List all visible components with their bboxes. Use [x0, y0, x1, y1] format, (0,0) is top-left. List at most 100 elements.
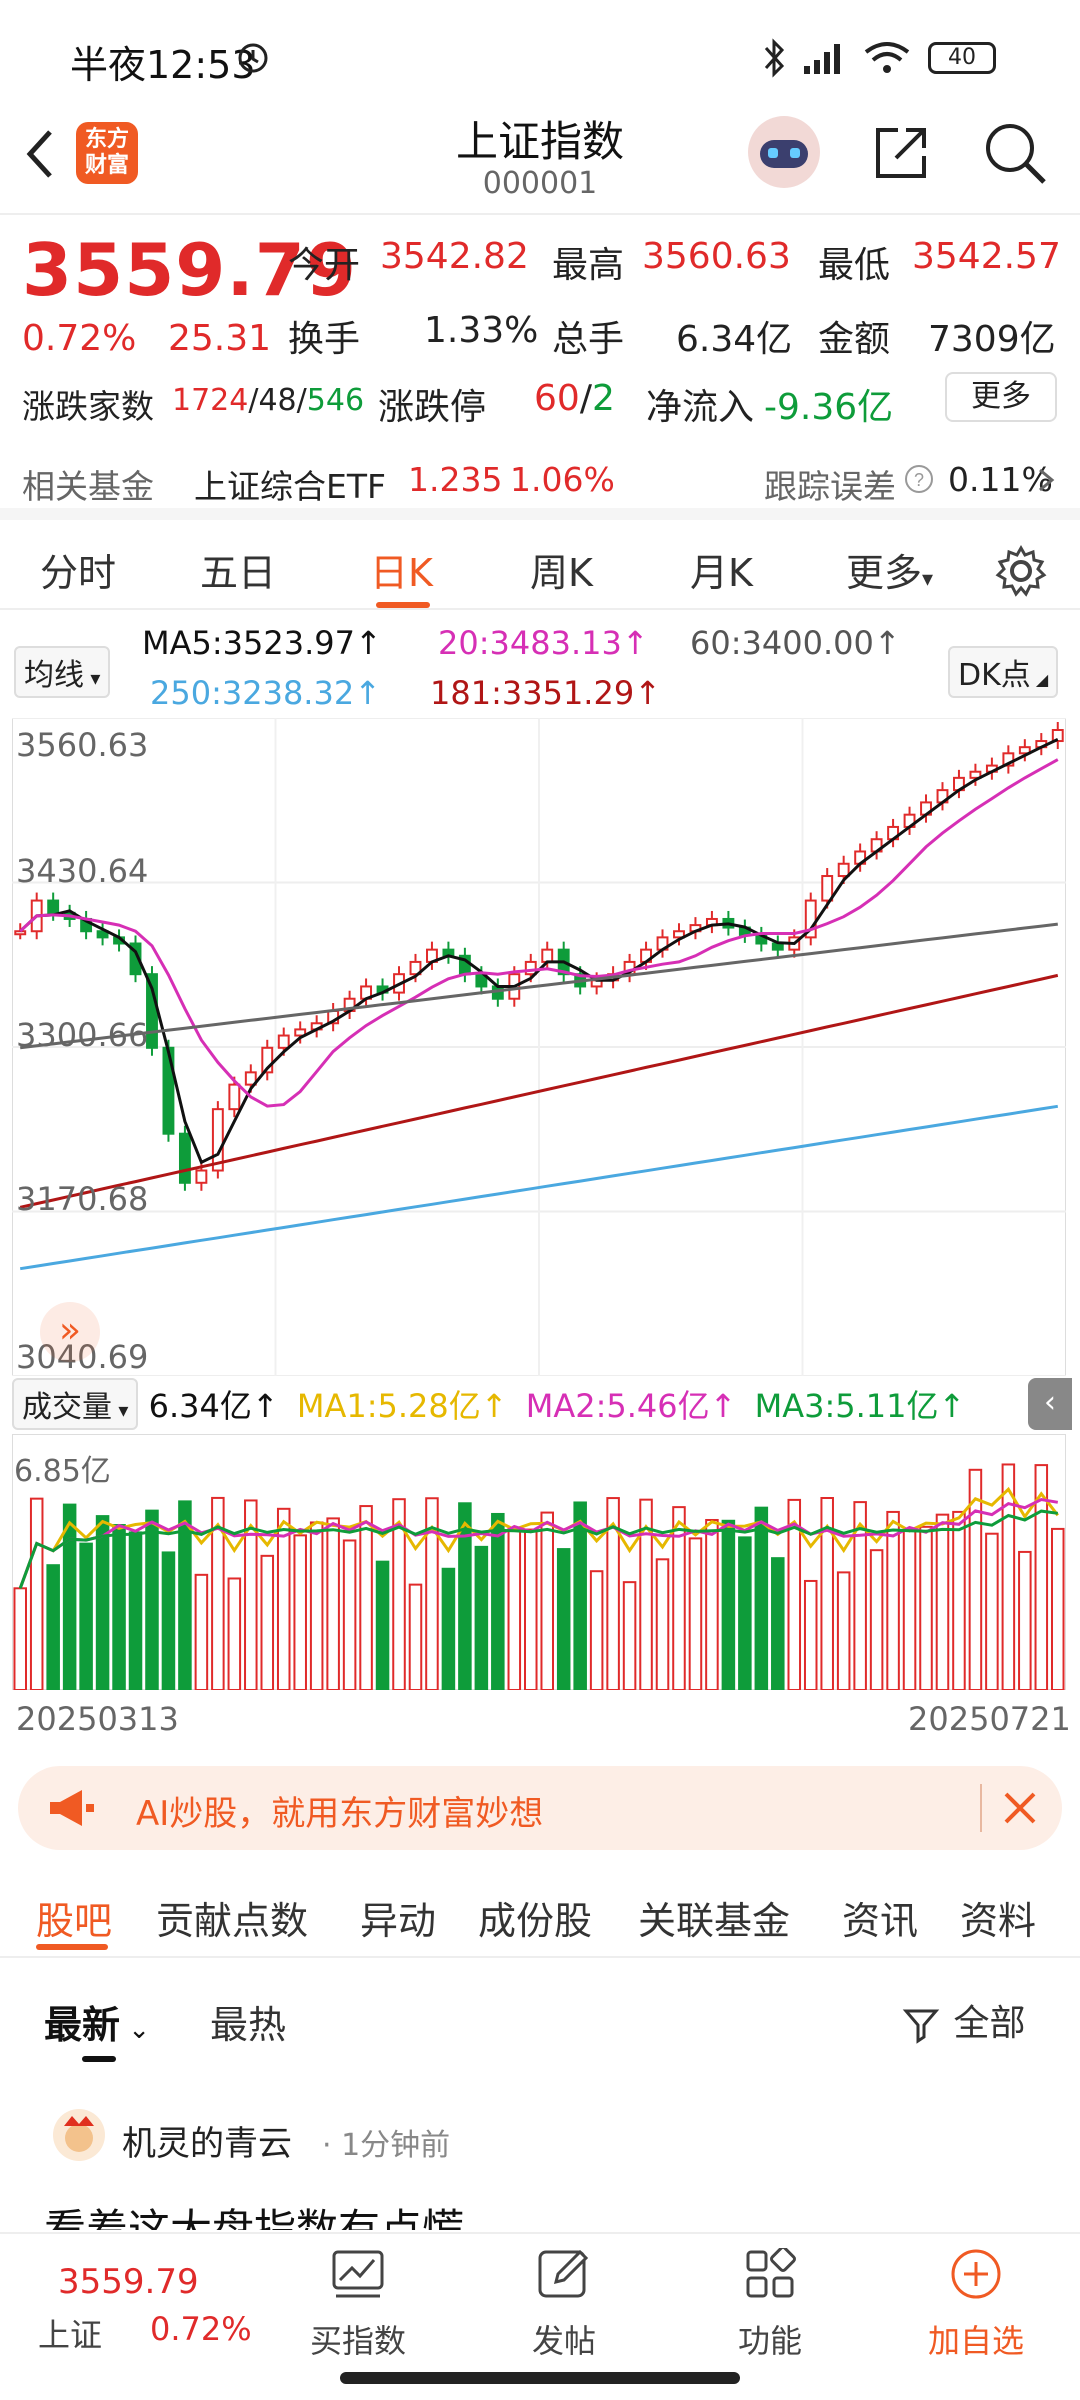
- ma250-value: 250:3238.32↑: [150, 674, 381, 712]
- share-icon[interactable]: [870, 122, 932, 184]
- volume-selector-label: 成交量: [22, 1390, 112, 1425]
- tab-contribution[interactable]: 贡献点数: [156, 1899, 309, 1943]
- status-bar: 半夜12:53 40: [0, 0, 1080, 110]
- volume-chart[interactable]: [12, 1434, 1066, 1690]
- expand-arrow-icon[interactable]: »: [40, 1302, 100, 1362]
- post-text[interactable]: 看着这大盘指数有点慌: [44, 2205, 465, 2230]
- volume-bar: [474, 1545, 489, 1690]
- end-date: 20250721: [908, 1700, 1071, 1738]
- turnover-value: 1.33%: [424, 310, 539, 351]
- volume-bar: [787, 1498, 802, 1690]
- y-tick-4: 3170.68: [16, 1180, 149, 1218]
- tab-five-day[interactable]: 五日: [200, 551, 277, 595]
- filter-all[interactable]: 全部: [902, 1994, 1025, 2046]
- volume-now-text: 6.34亿: [148, 1387, 252, 1425]
- volume-ma1-line: [18, 1486, 1059, 1589]
- volume-label: 总手: [552, 319, 625, 360]
- tab-news[interactable]: 资讯: [842, 1899, 919, 1943]
- open-label: 今开: [288, 245, 361, 286]
- post-button[interactable]: 发帖: [494, 2248, 634, 2360]
- candle-body: [178, 1132, 191, 1184]
- volume-legend: 成交量 ▾ 6.34亿↑ MA1:5.28亿↑ MA2:5.46亿↑ MA3:5…: [12, 1378, 965, 1430]
- volume-bar: [902, 1529, 917, 1690]
- dk-point-toggle[interactable]: DK点 ◢: [948, 646, 1059, 698]
- tab-constituents[interactable]: 成份股: [478, 1899, 593, 1943]
- ma181-text: 181:3351.29: [430, 674, 635, 712]
- breadth-down: 546: [306, 383, 365, 418]
- candlestick-chart[interactable]: [12, 718, 1066, 1376]
- search-icon[interactable]: [982, 120, 1048, 186]
- candle-body: [969, 770, 982, 779]
- index-code: 000001: [482, 166, 598, 201]
- functions-button[interactable]: 功能: [700, 2246, 840, 2360]
- tab-movement[interactable]: 异动: [360, 1899, 437, 1943]
- ma60-line: [20, 922, 1058, 1050]
- amount-value: 7309亿: [928, 319, 1056, 360]
- banner-text: AI炒股，就用东方财富妙想: [136, 1794, 544, 1834]
- functions-label: 功能: [737, 2322, 802, 2360]
- candle-body: [673, 930, 685, 939]
- tab-monthly-k[interactable]: 月K: [690, 551, 753, 595]
- volume-bar: [622, 1581, 637, 1690]
- settings-gear-icon[interactable]: [994, 544, 1048, 598]
- chevron-right-icon: [1039, 468, 1055, 492]
- y-tick-3: 3300.66: [16, 1016, 149, 1054]
- content-tab-underline: [36, 1944, 108, 1950]
- logo-text-2: 财富: [84, 153, 129, 178]
- tab-weekly-k[interactable]: 周K: [530, 551, 593, 595]
- volume-ma3: MA3:5.11亿↑: [754, 1387, 966, 1425]
- grid-apps-icon: [746, 2246, 796, 2298]
- tab-intraday[interactable]: 分时: [40, 551, 117, 595]
- volume-value: 6.34亿: [676, 319, 793, 360]
- volume-bar: [639, 1498, 653, 1690]
- tab-profile[interactable]: 资料: [960, 1899, 1037, 1943]
- volume-bar: [919, 1525, 933, 1690]
- fund-name: 上证综合ETF: [194, 467, 386, 506]
- close-icon[interactable]: [1002, 1790, 1038, 1826]
- tab-more[interactable]: 更多▾: [846, 542, 933, 597]
- post-username[interactable]: 机灵的青云: [122, 2124, 292, 2164]
- tab-related-funds[interactable]: 关联基金: [638, 1899, 791, 1943]
- filter-label: 全部: [953, 2003, 1026, 2044]
- volume-bar: [62, 1503, 77, 1690]
- volume-bar: [408, 1583, 423, 1690]
- tab-forum[interactable]: 股吧: [36, 1899, 113, 1943]
- collapse-panel-icon[interactable]: ‹: [1028, 1378, 1072, 1430]
- back-icon[interactable]: [20, 126, 60, 182]
- bottom-index-pct: 0.72%: [150, 2310, 252, 2348]
- sort-hottest[interactable]: 最热: [210, 2003, 287, 2047]
- ai-promo-banner[interactable]: AI炒股，就用东方财富妙想: [18, 1766, 1062, 1850]
- user-avatar[interactable]: [52, 2108, 106, 2162]
- ma5-value: MA5:3523.97↑: [142, 624, 382, 662]
- bottom-index-price: 3559.79: [58, 2262, 199, 2302]
- status-time: 半夜12:53: [70, 43, 256, 87]
- volume-bar: [771, 1557, 785, 1690]
- more-button[interactable]: 更多: [945, 372, 1057, 422]
- volume-bar: [375, 1560, 390, 1690]
- volume-bar: [688, 1537, 703, 1690]
- alarm-icon: [238, 43, 268, 73]
- candle-body: [1018, 746, 1031, 755]
- add-watchlist-button[interactable]: 加自选: [906, 2248, 1046, 2360]
- robot-assistant-icon[interactable]: [746, 114, 822, 190]
- tab-daily-k[interactable]: 日K: [370, 551, 433, 595]
- candle-body: [821, 875, 834, 902]
- volume-selector[interactable]: 成交量 ▾: [12, 1378, 139, 1430]
- volume-bar: [721, 1519, 736, 1690]
- open-value: 3542.82: [380, 236, 529, 277]
- candle-body: [409, 960, 422, 976]
- volume-bar: [738, 1536, 752, 1690]
- post-label: 发帖: [531, 2322, 596, 2360]
- help-icon[interactable]: ?: [904, 464, 934, 494]
- candle-body: [541, 948, 554, 963]
- ma-selector-label: 均线: [24, 658, 84, 693]
- candle-body: [96, 930, 109, 939]
- turnover-label: 换手: [288, 319, 361, 360]
- ma-selector[interactable]: 均线 ▾: [14, 646, 111, 698]
- volume-bar: [309, 1521, 324, 1690]
- buy-index-button[interactable]: 买指数: [288, 2248, 428, 2360]
- start-date: 20250313: [16, 1700, 179, 1738]
- ma181-line: [19, 973, 1059, 1209]
- related-fund-row[interactable]: 相关基金 上证综合ETF 1.235 1.06% 跟踪误差 ? 0.11%: [0, 440, 1080, 520]
- sort-newest[interactable]: 最新 ⌄: [44, 2003, 151, 2047]
